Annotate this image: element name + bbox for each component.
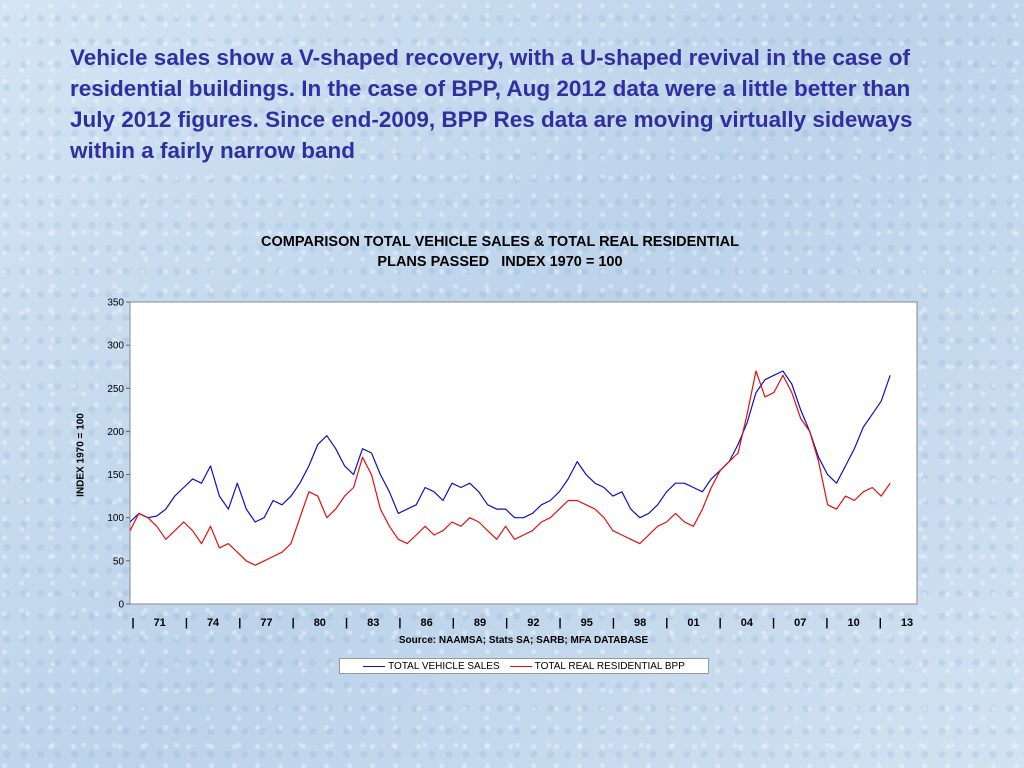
x-axis-label: Source: NAAMSA; Stats SA; SARB; MFA DATA…: [398, 635, 649, 646]
chart-title: COMPARISON TOTAL VEHICLE SALES & TOTAL R…: [130, 232, 870, 272]
x-tick-label: |: [772, 617, 775, 629]
x-tick-label: |: [292, 617, 295, 629]
x-tick-label: 01: [687, 617, 699, 629]
x-tick-label: 92: [527, 617, 539, 629]
chart-title-line-1: COMPARISON TOTAL VEHICLE SALES & TOTAL R…: [261, 234, 739, 250]
x-tick-label: 83: [367, 617, 379, 629]
x-tick-label: |: [879, 617, 882, 629]
legend-label-residential-bpp: TOTAL REAL RESIDENTIAL BPP: [534, 660, 685, 672]
x-tick-label: 77: [260, 617, 272, 629]
y-tick-label: 200: [107, 427, 124, 438]
series-line-vehicle-sales: [129, 370, 891, 523]
x-tick-label: |: [452, 617, 455, 629]
series-line-residential-bpp: [129, 370, 891, 566]
y-axis-label: INDEX 1970 = 100: [75, 413, 87, 497]
x-axis: | 71 | 74 | 77 | 80 | 83 | 86 | 89 | 92 | 95 | 98 | 01 | 04 | 07 |…: [131, 617, 913, 629]
x-tick-label: 80: [314, 617, 326, 629]
x-tick-label: 89: [474, 617, 486, 629]
x-tick-label: |: [505, 617, 508, 629]
x-tick-label: |: [558, 617, 561, 629]
x-tick-label: |: [185, 617, 188, 629]
x-tick-label: |: [131, 617, 134, 629]
y-tick-label: 50: [113, 556, 125, 567]
legend-item-vehicle-sales: TOTAL VEHICLE SALES: [363, 661, 500, 672]
legend-swatch-vehicle-sales: [363, 665, 386, 667]
legend-item-residential-bpp: TOTAL REAL RESIDENTIAL BPP: [509, 660, 685, 672]
y-tick-label: 150: [107, 470, 124, 481]
x-tick-label: 13: [901, 617, 913, 629]
y-tick-label: 0: [118, 600, 124, 611]
legend-swatch-residential-bpp: [509, 665, 532, 667]
x-tick-label: |: [825, 617, 828, 629]
y-tick-label: 350: [107, 298, 124, 309]
x-tick-label: |: [612, 617, 615, 629]
x-tick-label: |: [398, 617, 401, 629]
x-tick-label: 86: [420, 617, 432, 629]
chart-title-line-2: PLANS PASSED INDEX 1970 = 100: [377, 254, 623, 270]
x-tick-label: |: [345, 617, 348, 629]
y-tick-label: 250: [107, 384, 124, 395]
x-tick-label: 10: [847, 617, 859, 629]
x-tick-label: 04: [741, 617, 754, 629]
x-tick-label: 95: [581, 617, 593, 629]
legend-label-vehicle-sales: TOTAL VEHICLE SALES: [388, 660, 500, 672]
y-tick-label: 300: [107, 341, 124, 352]
y-axis: 0 50 100 150 200 250 300 350: [107, 298, 130, 611]
x-tick-label: 74: [207, 617, 220, 629]
x-tick-label: 07: [794, 617, 806, 629]
x-tick-label: 71: [154, 617, 166, 629]
slide-headline: Vehicle sales show a V-shaped recovery, …: [70, 45, 913, 163]
chart-legend: TOTAL VEHICLE SALES TOTAL REAL RESIDENTI…: [339, 658, 709, 674]
x-tick-label: |: [238, 617, 241, 629]
plot-area: [129, 301, 918, 605]
series-lines: [129, 370, 891, 566]
x-tick-label: |: [665, 617, 668, 629]
x-tick-label: 98: [634, 617, 646, 629]
x-tick-label: |: [719, 617, 722, 629]
y-tick-label: 100: [107, 513, 124, 524]
